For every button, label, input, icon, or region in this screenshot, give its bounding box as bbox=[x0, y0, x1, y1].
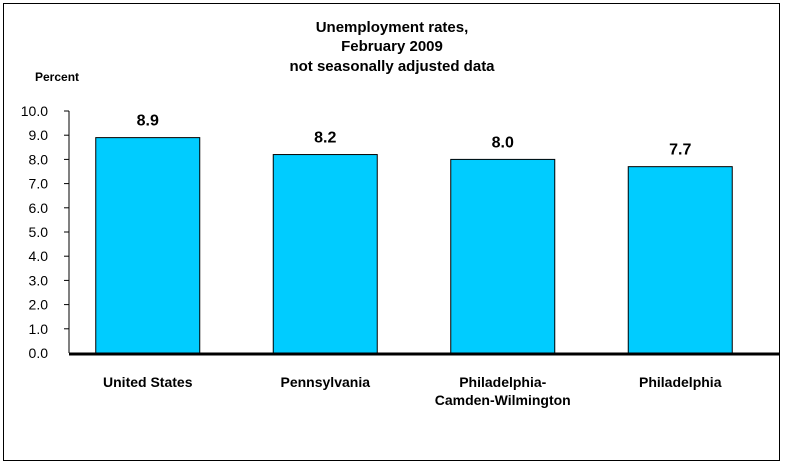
data-label: 8.2 bbox=[314, 130, 336, 147]
chart-title-line: February 2009 bbox=[341, 38, 443, 55]
data-label: 7.7 bbox=[669, 142, 691, 159]
category-labels: United States Pennsylvania Philadelphia- Ca… bbox=[103, 374, 722, 408]
bar-chart: Unemployment rates, February 2009 not seas… bbox=[21, 19, 779, 408]
data-label: 8.9 bbox=[137, 113, 159, 130]
y-tick-label: 5.0 bbox=[29, 224, 49, 240]
y-tick-label: 2.0 bbox=[29, 297, 49, 313]
category-label: United States bbox=[103, 374, 193, 390]
chart-title-line: Unemployment rates, bbox=[316, 19, 469, 36]
category-label: Philadelphia- bbox=[459, 374, 546, 390]
bars bbox=[95, 137, 733, 354]
y-tick-label: 1.0 bbox=[29, 321, 49, 337]
y-axis-ticks: 0.0 1.0 2.0 3.0 4.0 5.0 6.0 7.0 8.0 9.0 10.0 bbox=[21, 103, 48, 361]
y-tick-label: 0.0 bbox=[29, 345, 49, 361]
y-tick-label: 9.0 bbox=[29, 127, 49, 143]
y-axis-label: Percent bbox=[35, 70, 79, 84]
y-tick-label: 8.0 bbox=[29, 151, 49, 167]
y-tick-label: 3.0 bbox=[29, 272, 49, 288]
chart-title: Unemployment rates, February 2009 not seas… bbox=[289, 19, 495, 75]
axes bbox=[64, 110, 779, 356]
y-tick-label: 4.0 bbox=[29, 248, 49, 264]
data-label: 8.0 bbox=[492, 134, 514, 151]
category-label: Camden-Wilmington bbox=[435, 392, 571, 408]
bar bbox=[95, 137, 201, 354]
data-labels: 8.9 8.2 8.0 7.7 bbox=[137, 113, 692, 159]
category-label: Pennsylvania bbox=[281, 374, 371, 390]
y-tick-label: 6.0 bbox=[29, 200, 49, 216]
category-label: Philadelphia bbox=[639, 374, 722, 390]
chart-frame: Unemployment rates, February 2009 not seas… bbox=[3, 3, 780, 461]
y-tick-label: 7.0 bbox=[29, 176, 49, 192]
y-tick-label: 10.0 bbox=[21, 103, 48, 119]
bar bbox=[450, 158, 556, 354]
chart-title-line: not seasonally adjusted data bbox=[289, 58, 495, 75]
bar bbox=[272, 154, 378, 354]
bar bbox=[627, 166, 733, 354]
